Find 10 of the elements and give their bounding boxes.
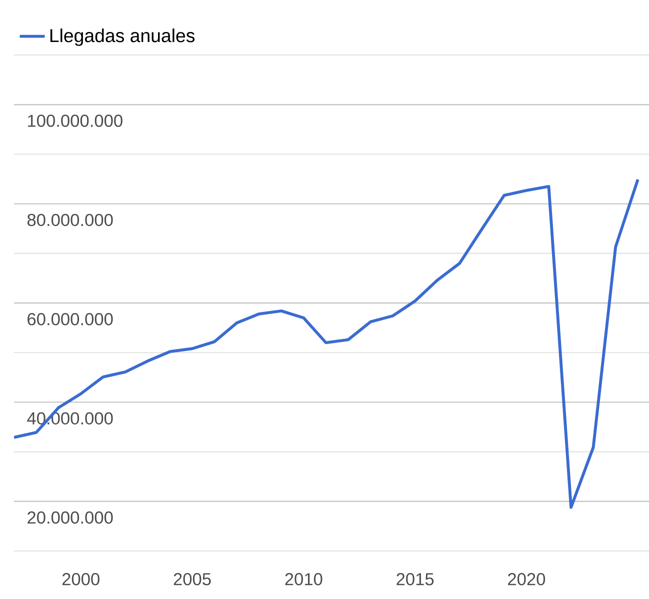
legend-label: Llegadas anuales (50, 28, 195, 46)
x-tick-label: 2015 (396, 573, 434, 586)
x-tick-label: 2020 (508, 573, 546, 586)
y-tick-label: 80.000.000 (27, 214, 113, 226)
x-tick-label: 2005 (174, 573, 211, 586)
x-tick-label: 2010 (285, 573, 322, 586)
y-tick-label: 100.000.000 (28, 114, 122, 127)
y-tick-label: 20.000.000 (28, 511, 113, 524)
y-tick-label: 60.000.000 (28, 313, 113, 326)
x-tick-label: 2000 (62, 573, 100, 586)
